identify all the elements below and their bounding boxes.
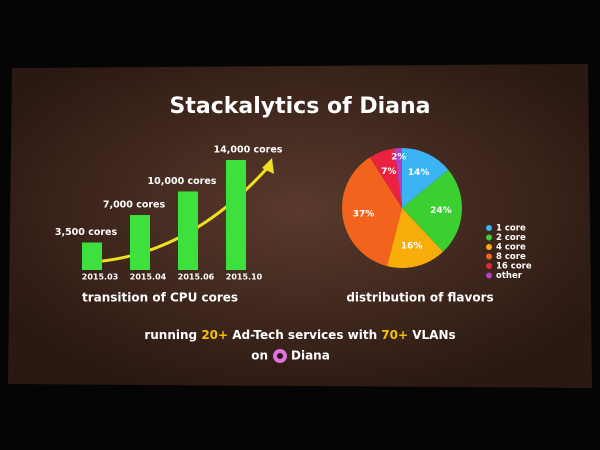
footer-text: running — [144, 328, 201, 342]
value-label: 3,500 cores — [55, 227, 118, 238]
chart-title: transition of CPU cores — [82, 291, 238, 305]
legend-label: 2 core — [496, 233, 526, 243]
footer-text: on — [251, 349, 268, 363]
pie-slice — [342, 157, 402, 267]
bar — [178, 191, 198, 270]
bar — [82, 242, 102, 270]
x-tick-label: 2015.06 — [178, 273, 215, 282]
footer-text: VLANs — [408, 328, 456, 342]
slice-label: 14% — [408, 168, 430, 178]
footer-text: Ad-Tech services with — [228, 328, 381, 342]
pie-slice — [394, 148, 402, 208]
x-tick-label: 2015.10 — [226, 273, 263, 282]
legend-label: 16 core — [496, 262, 532, 272]
legend-label: 4 core — [496, 243, 526, 253]
legend-swatch — [486, 225, 492, 231]
slice-label: 37% — [353, 210, 375, 220]
footer-line: running 20+ Ad-Tech services with 70+ VL… — [144, 328, 455, 342]
legend-label: 1 core — [496, 224, 526, 234]
x-tick-label: 2015.04 — [130, 273, 167, 282]
pie-slice — [402, 169, 462, 252]
slice-label: 2% — [391, 153, 406, 163]
arrow-head — [262, 158, 274, 174]
legend-swatch — [486, 253, 492, 260]
pie-slice — [369, 148, 402, 208]
footer-brand: Diana — [291, 349, 330, 363]
value-label: 14,000 cores — [214, 145, 283, 156]
footer-highlight: 70+ — [381, 328, 408, 342]
footer-highlight: 20+ — [201, 328, 228, 342]
legend-swatch — [486, 244, 492, 250]
x-tick-label: 2015.03 — [82, 273, 118, 282]
pie-slice — [387, 208, 444, 268]
value-label: 10,000 cores — [148, 176, 217, 187]
legend-label: 8 core — [496, 252, 526, 262]
slice-label: 16% — [401, 241, 423, 251]
slice-label: 7% — [381, 167, 396, 177]
legend-swatch — [486, 263, 492, 269]
diana-logo-hole — [277, 353, 283, 359]
slice-label: 24% — [430, 206, 452, 216]
bar — [130, 215, 150, 270]
slide-background — [8, 64, 592, 388]
legend-swatch — [486, 234, 492, 241]
bar — [226, 160, 246, 270]
pie-slice — [402, 148, 449, 208]
legend-label: other — [496, 271, 523, 281]
value-label: 7,000 cores — [103, 200, 166, 211]
legend-swatch — [486, 272, 492, 279]
chart-title: distribution of flavors — [346, 291, 493, 305]
slide-title: Stackalytics of Diana — [170, 94, 431, 119]
